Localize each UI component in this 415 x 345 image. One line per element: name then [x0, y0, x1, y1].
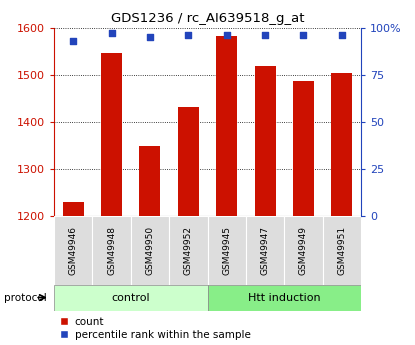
- Point: [262, 32, 269, 38]
- Text: Htt induction: Htt induction: [248, 293, 321, 303]
- Point: [300, 32, 307, 38]
- Bar: [216, 36, 237, 216]
- Point: [339, 32, 345, 38]
- Text: GSM49946: GSM49946: [68, 226, 78, 275]
- Bar: [178, 107, 199, 216]
- Bar: [293, 81, 314, 216]
- Bar: [254, 66, 276, 216]
- Text: GSM49952: GSM49952: [184, 226, 193, 275]
- Point: [108, 30, 115, 36]
- Text: protocol: protocol: [4, 293, 47, 303]
- Bar: [93, 216, 131, 285]
- Bar: [54, 285, 208, 310]
- Bar: [63, 203, 84, 216]
- Bar: [208, 216, 246, 285]
- Point: [185, 32, 192, 38]
- Text: GSM49947: GSM49947: [261, 226, 270, 275]
- Text: GSM49945: GSM49945: [222, 226, 231, 275]
- Bar: [131, 216, 169, 285]
- Text: GSM49949: GSM49949: [299, 226, 308, 275]
- Text: GSM49951: GSM49951: [337, 226, 347, 275]
- Bar: [246, 216, 284, 285]
- Text: GSM49948: GSM49948: [107, 226, 116, 275]
- Bar: [101, 52, 122, 216]
- Text: GSM49950: GSM49950: [145, 226, 154, 275]
- Bar: [169, 216, 208, 285]
- Title: GDS1236 / rc_AI639518_g_at: GDS1236 / rc_AI639518_g_at: [111, 12, 304, 25]
- Point: [223, 32, 230, 38]
- Bar: [331, 73, 352, 216]
- Bar: [139, 146, 161, 216]
- Bar: [323, 216, 361, 285]
- Point: [146, 34, 153, 40]
- Bar: [54, 216, 92, 285]
- Bar: [284, 216, 323, 285]
- Text: control: control: [111, 293, 150, 303]
- Bar: [208, 285, 361, 310]
- Legend: count, percentile rank within the sample: count, percentile rank within the sample: [59, 317, 251, 340]
- Point: [70, 38, 76, 43]
